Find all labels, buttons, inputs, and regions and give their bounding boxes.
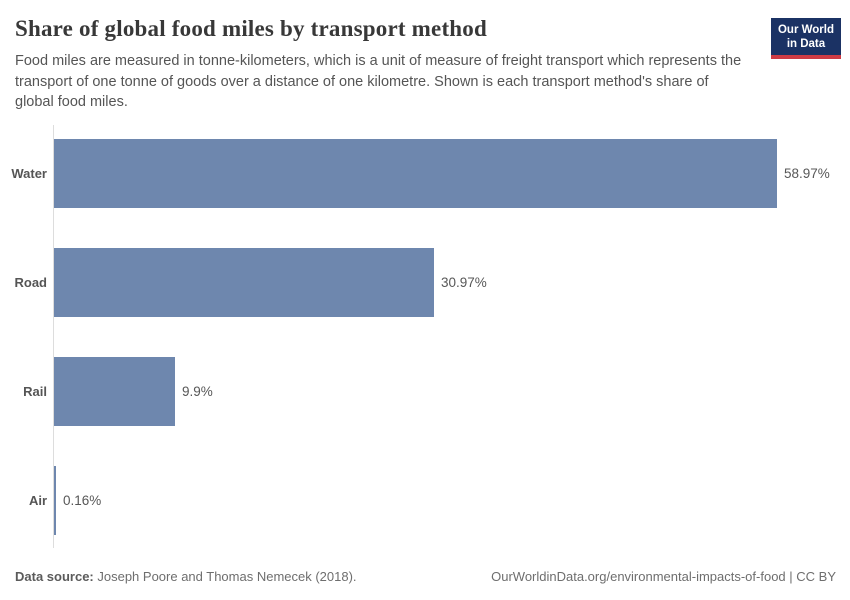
page-title: Share of global food miles by transport … [15, 16, 487, 41]
data-source-text: Joseph Poore and Thomas Nemecek (2018). [93, 569, 357, 584]
bar-track: 58.97% [53, 139, 850, 208]
bar-chart: Water 58.97% Road 30.97% Rail 9.9% Air 0.16% [0, 125, 850, 548]
bar[interactable] [54, 466, 56, 535]
value-label: 0.16% [63, 493, 102, 508]
owid-logo-line2: in Data [786, 37, 826, 50]
bar-row: Air 0.16% [0, 466, 850, 535]
value-label: 58.97% [784, 166, 830, 181]
header: Share of global food miles by transport … [0, 0, 850, 113]
y-axis-line [53, 125, 54, 548]
footer: Data source: Joseph Poore and Thomas Nem… [15, 569, 836, 584]
bar-track: 0.16% [53, 466, 850, 535]
bars: Water 58.97% Road 30.97% Rail 9.9% Air 0.16% [0, 139, 850, 535]
owid-logo: Our World in Data [770, 18, 841, 60]
bar[interactable] [54, 139, 777, 208]
header-text: Share of global food miles by transport … [15, 16, 745, 113]
category-label: Road [14, 275, 48, 290]
data-source-note: Data source: Joseph Poore and Thomas Nem… [15, 569, 357, 584]
value-label: 30.97% [441, 275, 487, 290]
bar-track: 9.9% [53, 357, 850, 426]
chart-subtitle: Food miles are measured in tonne-kilomet… [15, 53, 742, 111]
bar-row: Water 58.97% [0, 139, 850, 208]
owid-logo-line1: Our World [777, 24, 834, 36]
bar-track: 30.97% [53, 248, 850, 317]
bar[interactable] [54, 357, 175, 426]
bar[interactable] [54, 248, 434, 317]
category-label: Water [11, 166, 47, 181]
category-label: Air [28, 493, 47, 508]
license-link: OurWorldinData.org/environmental-impacts… [491, 569, 836, 584]
category-label: Rail [23, 384, 47, 399]
bar-row: Rail 9.9% [0, 357, 850, 426]
value-label: 9.9% [182, 384, 213, 399]
data-source-label: Data source: [15, 569, 94, 584]
bar-row: Road 30.97% [0, 248, 850, 317]
